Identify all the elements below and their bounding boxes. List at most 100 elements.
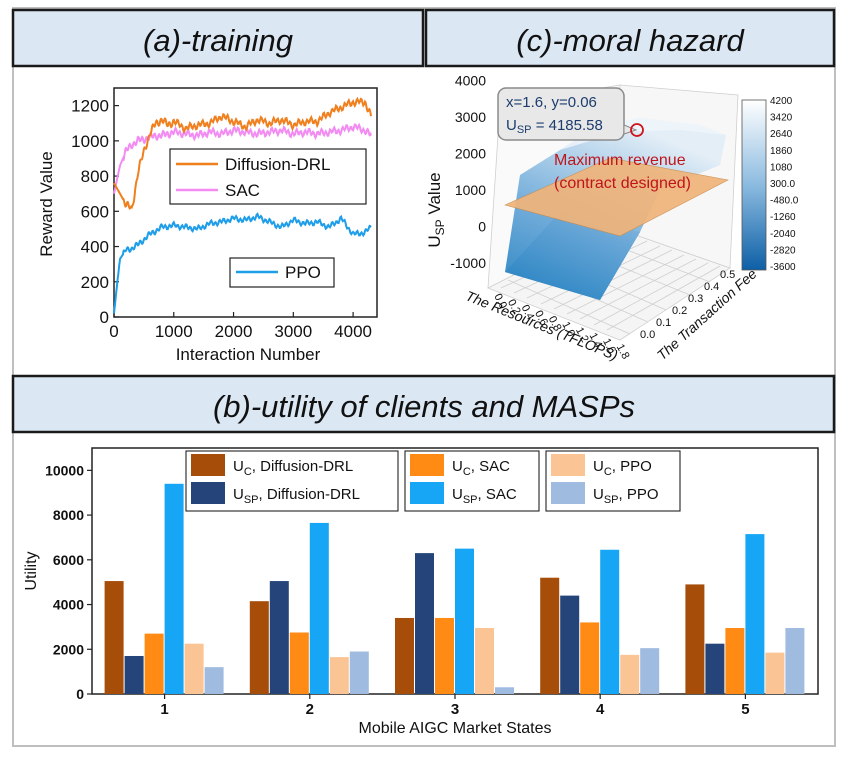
header-utility-label: (b)-utility of clients and MASPs	[213, 389, 635, 424]
utility-bar	[580, 622, 600, 694]
header-moral-hazard-label: (c)-moral hazard	[516, 23, 745, 58]
utility-bar	[249, 601, 269, 694]
utility-legend-label: UC, PPO	[593, 458, 652, 478]
max-point-tooltip: x=1.6, y=0.06 USP = 4185.58	[497, 87, 644, 141]
training-lines	[113, 96, 372, 314]
utility-legend: UC, Diffusion-DRL USP, Diffusion-DRL UC, S…	[185, 450, 681, 512]
legend-sac-label: SAC	[225, 181, 260, 200]
training-x-tick-label: 0	[109, 322, 118, 341]
training-y-tick-label: 800	[81, 167, 109, 186]
training-x-tick-label: 1000	[155, 322, 193, 341]
tooltip-line2: USP = 4185.58	[506, 117, 603, 136]
max-point-marker	[630, 123, 644, 137]
utility-bar	[785, 628, 805, 694]
surface-z-tick-label: 1000	[455, 182, 486, 198]
utility-x-ticks: 1 2 3 4 5	[160, 694, 750, 718]
surface-colorbar-tick-label: 2640	[770, 129, 793, 140]
utility-bar	[540, 577, 560, 694]
utility-x-tick-label: 1	[160, 701, 168, 718]
training-y-axis-label: Reward Value	[37, 151, 56, 257]
surface-z-tick-label: 3000	[455, 109, 486, 125]
surface-colorbar-tick-label: 300.0	[770, 179, 795, 190]
utility-x-tick-label: 2	[306, 701, 314, 718]
training-y-ticks: 0 200 400 600 800 1000 1200	[71, 97, 119, 327]
utility-y-tick-label: 0	[76, 686, 84, 702]
surface-colorbar-tick-label: 1860	[770, 146, 793, 157]
surface-colorbar-tick-label: 3420	[770, 113, 793, 124]
utility-bar	[144, 633, 164, 694]
header-utility: (b)-utility of clients and MASPs	[11, 374, 836, 434]
utility-y-tick-label: 10000	[45, 462, 84, 478]
utility-bar	[745, 534, 765, 694]
header-training-box	[11, 8, 425, 68]
surface-colorbar-tick-label: -480.0	[770, 196, 799, 207]
training-y-tick-label: 1200	[71, 97, 109, 116]
training-x-tick-label: 2000	[215, 322, 253, 341]
training-y-tick-label: 600	[81, 202, 109, 221]
utility-y-tick-label: 4000	[53, 597, 84, 613]
surface-colorbar-tick-label: 4200	[770, 96, 793, 107]
utility-y-ticks: 0 2000 4000 6000 8000 10000	[45, 462, 92, 702]
header-moral-hazard-box	[424, 8, 836, 68]
utility-bars	[104, 483, 805, 694]
utility-bar	[329, 657, 349, 694]
utility-y-tick-label: 6000	[53, 552, 84, 568]
utility-y-tick-label: 8000	[53, 507, 84, 523]
utility-bar	[620, 654, 640, 694]
surface-y-ticks: 0.00.10.20.30.40.5	[640, 269, 735, 341]
surface-colorbar-tick-label: -2040	[770, 229, 796, 240]
surface-z-ticks: -1000 0 1000 2000 3000 4000	[450, 73, 486, 272]
surface-z-tick-label: -1000	[450, 255, 486, 271]
utility-bar	[204, 667, 224, 694]
utility-bar	[765, 652, 785, 694]
surface-y-tick-label: 0.5	[720, 269, 735, 281]
tooltip-line1: x=1.6, y=0.06	[506, 94, 597, 111]
header-utility-box	[11, 374, 836, 434]
utility-bar	[349, 651, 369, 694]
header-training: (a)-training	[11, 8, 425, 68]
surface-z-tick-label: 4000	[455, 73, 486, 89]
utility-legend-swatch	[410, 482, 444, 504]
sac-line	[113, 122, 372, 194]
surface-y-tick-label: 0.1	[656, 317, 671, 329]
surface-y-tick-label: 0.4	[704, 281, 719, 293]
training-x-tick-label: 4000	[334, 322, 372, 341]
header-training-label: (a)-training	[143, 23, 293, 58]
utility-bar	[164, 483, 184, 694]
utility-bar	[475, 628, 494, 694]
utility-bar	[725, 628, 745, 694]
utility-bar	[685, 584, 705, 694]
legend-ppo-label: PPO	[285, 263, 321, 282]
utility-bar	[415, 553, 434, 694]
utility-legend-swatch	[191, 482, 225, 504]
utility-bar	[455, 548, 474, 694]
utility-legend-label: USP, SAC	[452, 486, 517, 506]
utility-legend-label: USP, PPO	[593, 486, 659, 506]
utility-bar	[640, 648, 660, 694]
surface-y-tick-label: 0.0	[640, 329, 655, 341]
utility-bar	[184, 643, 204, 694]
training-x-tick-label: 3000	[274, 322, 312, 341]
legend-diffusion-label: Diffusion-DRL	[225, 155, 331, 174]
utility-bar	[309, 522, 329, 694]
utility-bar	[104, 581, 124, 694]
contract-designed-label: (contract designed)	[554, 175, 691, 192]
utility-x-tick-label: 4	[596, 701, 605, 718]
ppo-line	[113, 212, 372, 314]
training-x-axis-label: Interaction Number	[176, 345, 321, 364]
utility-legend-label: UC, SAC	[452, 458, 510, 478]
training-legend-top: Diffusion-DRL SAC	[169, 148, 367, 205]
surface-colorbar-tick-label: -3600	[770, 262, 796, 273]
utility-y-tick-label: 2000	[53, 641, 84, 657]
surface-y-tick-label: 0.2	[672, 305, 687, 317]
utility-bar	[495, 687, 514, 694]
training-y-tick-label: 1000	[71, 132, 109, 151]
utility-legend-label: USP, Diffusion-DRL	[233, 486, 360, 506]
utility-chart: 0 2000 4000 6000 8000 10000 1 2 3 4 5 Utility Mob…	[23, 447, 819, 737]
training-x-ticks: 0 1000 2000 3000 4000	[109, 312, 372, 341]
utility-bar	[435, 617, 454, 694]
utility-bar	[705, 643, 725, 694]
surface-colorbar	[741, 99, 767, 271]
